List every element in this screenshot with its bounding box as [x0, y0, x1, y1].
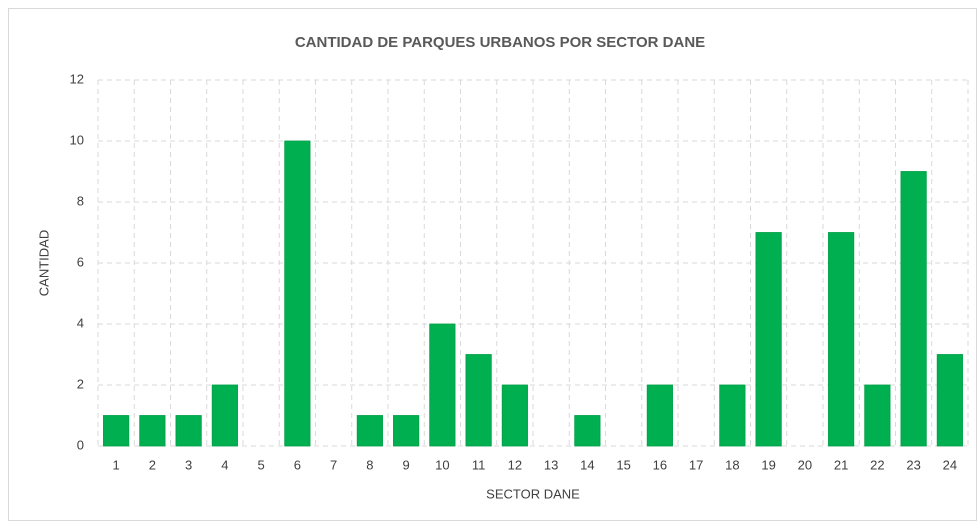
- x-tick-label: 10: [435, 457, 449, 472]
- x-tick-label: 13: [544, 457, 558, 472]
- x-tick-label: 4: [221, 457, 228, 472]
- x-tick-label: 20: [798, 457, 812, 472]
- x-tick-label: 11: [472, 457, 486, 472]
- y-axis-label: CANTIDAD: [36, 230, 51, 296]
- bar: [284, 140, 311, 447]
- x-tick-label: 17: [689, 457, 703, 472]
- bar: [211, 384, 238, 447]
- x-tick-label: 22: [870, 457, 884, 472]
- bar: [103, 415, 130, 447]
- x-tick-label: 9: [403, 457, 410, 472]
- bar: [755, 232, 782, 447]
- y-tick-label: 6: [77, 254, 84, 269]
- bar: [465, 354, 492, 447]
- y-tick-label: 12: [70, 71, 84, 86]
- bar: [936, 354, 963, 447]
- chart-title: CANTIDAD DE PARQUES URBANOS POR SECTOR D…: [295, 34, 705, 51]
- bar: [574, 415, 601, 447]
- x-tick-label: 24: [943, 457, 957, 472]
- bar: [828, 232, 855, 447]
- x-tick-label: 14: [580, 457, 594, 472]
- y-tick-label: 8: [77, 193, 84, 208]
- x-tick-label: 15: [616, 457, 630, 472]
- x-tick-label: 2: [149, 457, 156, 472]
- x-tick-label: 6: [294, 457, 301, 472]
- x-axis-label: SECTOR DANE: [486, 486, 580, 501]
- x-tick-label: 8: [366, 457, 373, 472]
- chart-border: [8, 8, 977, 521]
- x-tick-label: 5: [258, 457, 265, 472]
- x-tick-label: 3: [185, 457, 192, 472]
- x-tick-label: 16: [653, 457, 667, 472]
- x-tick-label: 18: [725, 457, 739, 472]
- bar: [429, 323, 456, 447]
- bar: [900, 171, 927, 447]
- bar: [646, 384, 673, 447]
- y-tick-label: 4: [77, 315, 84, 330]
- x-tick-label: 1: [113, 457, 120, 472]
- x-tick-label: 19: [761, 457, 775, 472]
- bar: [175, 415, 202, 447]
- y-tick-label: 10: [70, 132, 84, 147]
- bar: [864, 384, 891, 447]
- bar: [139, 415, 166, 447]
- bar: [393, 415, 420, 447]
- bar: [501, 384, 528, 447]
- y-tick-label: 0: [77, 437, 84, 452]
- bar: [356, 415, 383, 447]
- x-tick-label: 23: [906, 457, 920, 472]
- x-tick-label: 12: [508, 457, 522, 472]
- x-tick-label: 21: [834, 457, 848, 472]
- x-tick-label: 7: [330, 457, 337, 472]
- y-tick-label: 2: [77, 376, 84, 391]
- bar: [719, 384, 746, 447]
